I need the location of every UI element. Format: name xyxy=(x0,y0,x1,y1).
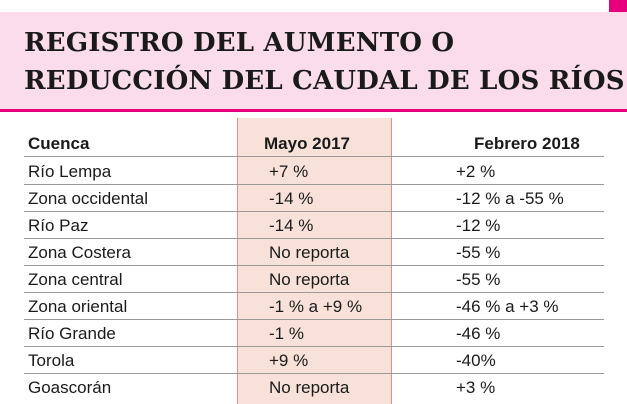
header-mayo-2017: Mayo 2017 xyxy=(264,134,350,153)
table-row: Zona central No reporta -55 % xyxy=(24,266,627,293)
table-row: Río Grande -1 % -46 % xyxy=(24,320,627,347)
cell-mayo: -14 % xyxy=(269,189,314,208)
data-table: Cuenca Mayo 2017 Febrero 2018 Río Lempa … xyxy=(0,118,627,404)
cell-mayo: -1 % a +9 % xyxy=(269,297,363,316)
cell-febrero: +3 % xyxy=(456,378,496,397)
header-febrero-2018: Febrero 2018 xyxy=(474,134,580,153)
cell-febrero: -46 % xyxy=(456,324,501,343)
table-row: Zona occidental -14 % -12 % a -55 % xyxy=(24,185,627,212)
cell-mayo: -1 % xyxy=(269,324,304,343)
row-separator xyxy=(24,265,604,266)
cell-cuenca: Zona occidental xyxy=(28,189,149,208)
title-banner: REGISTRO DEL AUMENTO O REDUCCIÓN DEL CAU… xyxy=(0,12,627,112)
row-separator xyxy=(24,319,604,320)
cell-mayo: No reporta xyxy=(269,243,350,262)
cell-febrero: -12 % a -55 % xyxy=(456,189,564,208)
page-title: REGISTRO DEL AUMENTO O REDUCCIÓN DEL CAU… xyxy=(24,28,625,96)
cell-febrero: -12 % xyxy=(456,216,501,235)
cell-cuenca: Zona central xyxy=(28,270,123,289)
table-row: Río Lempa +7 % +2 % xyxy=(24,158,627,185)
cell-mayo: No reporta xyxy=(269,270,350,289)
cell-cuenca: Goascorán xyxy=(28,378,112,397)
cell-cuenca: Río Paz xyxy=(28,216,89,235)
top-bar xyxy=(0,0,627,12)
table-row: Torola +9 % -40% xyxy=(24,347,627,374)
cell-cuenca: Torola xyxy=(28,351,75,370)
cell-mayo: +9 % xyxy=(269,351,309,370)
table-row: Goascorán No reporta +3 % xyxy=(24,374,627,401)
table-header-row: Cuenca Mayo 2017 Febrero 2018 xyxy=(24,130,627,157)
cell-febrero: -40% xyxy=(456,351,496,370)
row-separator xyxy=(24,184,604,185)
column-rule-right xyxy=(391,118,392,404)
cell-cuenca: Río Grande xyxy=(28,324,116,343)
cell-febrero: -46 % a +3 % xyxy=(456,297,559,316)
row-separator xyxy=(24,238,604,239)
cell-febrero: -55 % xyxy=(456,243,501,262)
cell-febrero: -55 % xyxy=(456,270,501,289)
cell-mayo: -14 % xyxy=(269,216,314,235)
row-separator xyxy=(24,156,604,157)
table-row: Zona Costera No reporta -55 % xyxy=(24,239,627,266)
cell-mayo: +7 % xyxy=(269,162,309,181)
title-rule xyxy=(0,109,627,112)
row-separator xyxy=(24,211,604,212)
table-row: Zona oriental -1 % a +9 % -46 % a +3 % xyxy=(24,293,627,320)
cell-cuenca: Zona oriental xyxy=(28,297,128,316)
table-row: Río Paz -14 % -12 % xyxy=(24,212,627,239)
cell-febrero: +2 % xyxy=(456,162,496,181)
mayo-column-highlight xyxy=(237,118,392,404)
cell-cuenca: Zona Costera xyxy=(28,243,131,262)
row-separator xyxy=(24,373,604,374)
column-rule-left xyxy=(237,118,238,404)
cell-cuenca: Río Lempa xyxy=(28,162,112,181)
cell-mayo: No reporta xyxy=(269,378,350,397)
row-separator xyxy=(24,346,604,347)
accent-block xyxy=(609,0,627,12)
header-cuenca: Cuenca xyxy=(28,134,90,153)
row-separator xyxy=(24,292,604,293)
